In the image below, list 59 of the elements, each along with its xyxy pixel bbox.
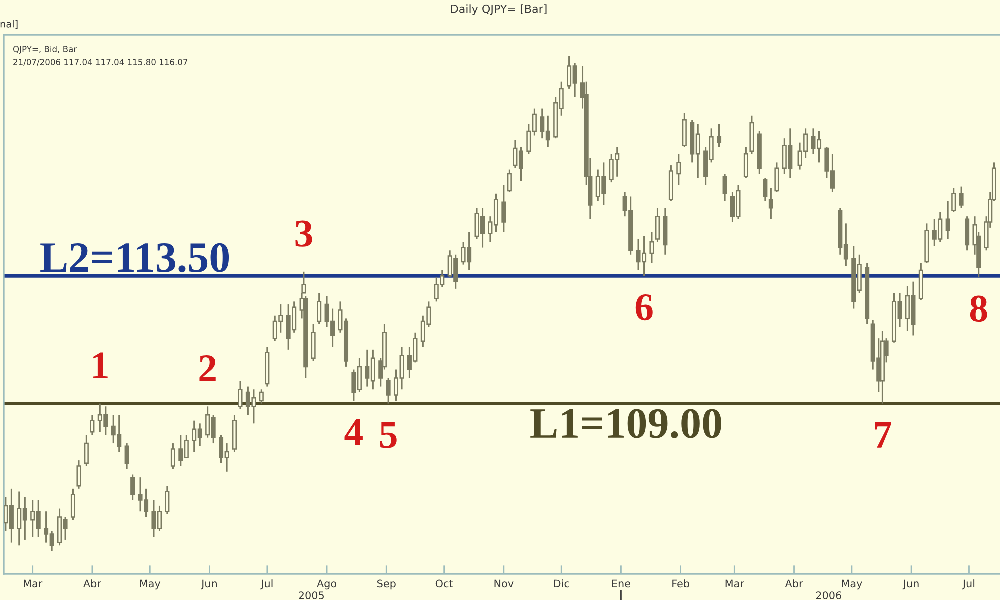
candlestick [722, 173, 728, 202]
ref-line-label: L1=109.00 [530, 409, 722, 438]
x-tick-label: Oct [436, 580, 454, 588]
candlestick [84, 434, 89, 467]
annotation: 2 [200, 356, 216, 382]
annotation: 3 [296, 220, 312, 247]
candlestick [317, 292, 322, 326]
annotation: 1 [94, 352, 108, 378]
x-tick-label: May [842, 580, 862, 590]
candlestick [717, 124, 722, 148]
x-tick-label: Mar [24, 580, 43, 588]
x-tick-label: Jul [962, 580, 975, 590]
candlestick [650, 231, 654, 264]
x-tick-label: Abr [84, 580, 102, 588]
x2-tick-label: 2006 [816, 592, 842, 600]
candlestick [744, 146, 748, 180]
candlestick [763, 178, 768, 202]
x-tick-label: Sep [378, 580, 396, 590]
candlestick [768, 187, 774, 220]
ref-line-label: L2=113.50 [40, 243, 230, 273]
annotation: 6 [636, 294, 653, 321]
annotation: 4 [344, 419, 363, 446]
candlestick [90, 414, 95, 436]
candlestick [238, 380, 243, 410]
x-tick-label: Abr [785, 580, 804, 588]
x-tick-label: Feb [672, 580, 690, 588]
candlestick [124, 442, 130, 470]
candlestick [70, 488, 76, 521]
x-tick-label: Mar [726, 580, 744, 588]
x-tick-label: Ene [612, 580, 630, 588]
x-tick-label: Ago [317, 580, 337, 590]
x2-tick-label: 2005 [299, 592, 324, 600]
x-tick-label: Jun [201, 580, 217, 590]
candlestick [655, 207, 660, 243]
x-tick-label: Jul [260, 580, 273, 590]
candlestick [386, 378, 391, 405]
annotation: 8 [970, 296, 988, 322]
x-tick-label: May [140, 580, 161, 590]
candlestick [507, 169, 512, 194]
candlestick [952, 187, 956, 214]
annotation: 7 [875, 422, 892, 448]
candlestick [959, 186, 964, 209]
candlestick [76, 460, 82, 490]
candlestick [165, 485, 170, 516]
annotation: 5 [380, 422, 397, 448]
x-tick-label: Dic [554, 580, 570, 588]
candlestick [946, 200, 950, 240]
candlestick [676, 153, 682, 186]
candlestick [502, 184, 506, 233]
candlestick [259, 388, 264, 405]
candlestick [774, 162, 780, 194]
text: nal] [0, 20, 18, 29]
x-tick-label: Nov [494, 580, 514, 588]
annotation: 21/07/2006 117.04 117.04 115.80 116.07 [14, 59, 188, 66]
candlestick [130, 474, 136, 502]
x-tick-label: Jun [902, 580, 919, 590]
candlestick [170, 442, 176, 470]
text: QJPY=, Bid, Bar [13, 46, 78, 54]
chart-title: Daily QJPY= [Bar] [451, 4, 547, 16]
